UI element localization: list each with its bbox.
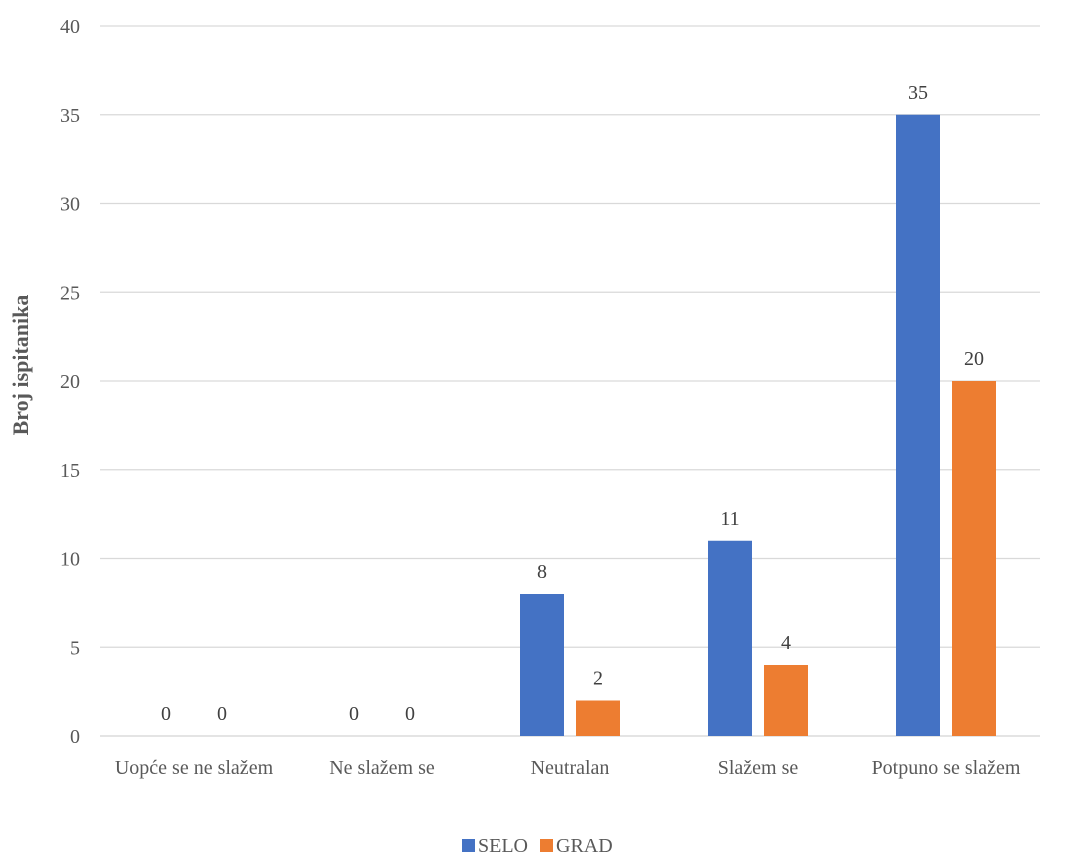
data-label-selo: 0 xyxy=(349,703,359,725)
bar-selo xyxy=(520,594,564,736)
legend-label-grad: GRAD xyxy=(556,835,613,857)
x-category-label: Uopće se ne slažem xyxy=(115,757,274,779)
bar-grad xyxy=(952,381,996,736)
bar-selo xyxy=(708,540,752,736)
y-tick-label: 25 xyxy=(60,282,80,304)
legend-label-selo: SELO xyxy=(478,835,528,857)
y-tick-label: 10 xyxy=(60,549,80,571)
y-tick-label: 5 xyxy=(70,637,80,659)
data-label-selo: 8 xyxy=(537,561,547,583)
x-axis-categories: Uopće se ne slažem Ne slažem se Neutralan S… xyxy=(115,757,1021,779)
gridlines xyxy=(100,25,1040,737)
y-tick-label: 15 xyxy=(60,460,80,482)
y-tick-label: 40 xyxy=(60,16,80,38)
x-category-label: Neutralan xyxy=(531,757,610,779)
data-label-selo: 11 xyxy=(720,508,739,530)
x-category-label: Slažem se xyxy=(718,757,799,779)
bar-grad xyxy=(764,665,808,736)
x-category-label: Potpuno se slažem xyxy=(872,757,1021,779)
y-axis-title: Broj ispitanika xyxy=(8,295,33,436)
x-category-label: Ne slažem se xyxy=(329,757,435,779)
data-label-grad: 0 xyxy=(405,703,415,725)
y-tick-label: 35 xyxy=(60,105,80,127)
data-label-grad: 2 xyxy=(593,668,603,690)
data-label-grad: 20 xyxy=(964,348,984,370)
data-label-grad: 0 xyxy=(217,703,227,725)
bar-selo xyxy=(896,114,940,736)
data-label-grad: 4 xyxy=(781,632,791,654)
data-label-selo: 0 xyxy=(161,703,171,725)
legend: SELO GRAD xyxy=(462,835,613,857)
y-axis-ticks: 0 5 10 15 20 25 30 35 40 xyxy=(60,16,80,748)
y-tick-label: 0 xyxy=(70,726,80,748)
legend-swatch-grad xyxy=(540,839,553,852)
bar-grad xyxy=(576,700,620,736)
legend-swatch-selo xyxy=(462,839,475,852)
data-labels: 0 0 0 0 8 2 11 4 35 20 xyxy=(161,82,984,725)
y-tick-label: 30 xyxy=(60,194,80,216)
data-label-selo: 35 xyxy=(908,82,928,104)
y-tick-label: 20 xyxy=(60,371,80,393)
bars xyxy=(520,114,996,736)
